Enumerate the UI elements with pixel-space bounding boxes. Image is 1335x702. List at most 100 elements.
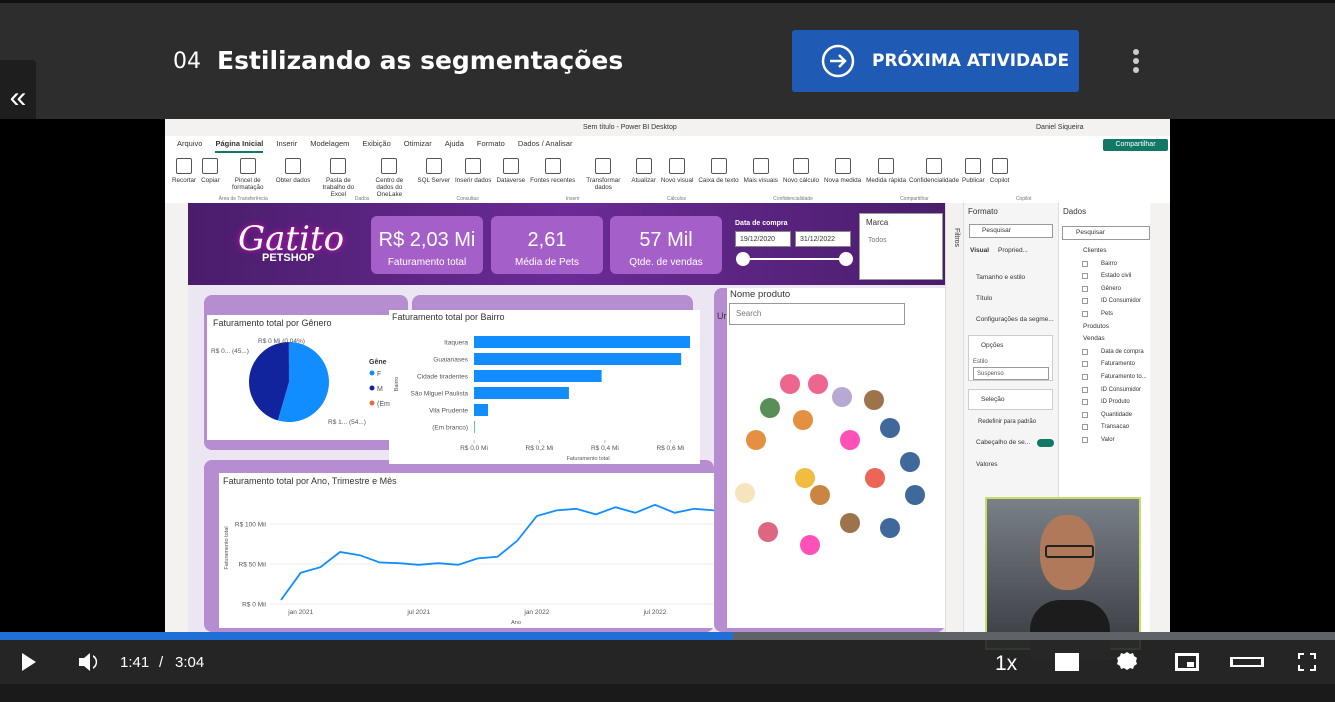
window-title: Sem título - Power BI Desktop <box>583 124 677 131</box>
format-section[interactable]: Tamanho e estilo <box>976 274 1026 281</box>
share-button[interactable]: Compartilhar <box>1103 139 1168 151</box>
format-section[interactable]: Valores <box>976 461 998 468</box>
checkbox <box>1082 273 1088 280</box>
ribbon-button[interactable]: SQL Server <box>417 158 450 184</box>
menu-dot <box>1133 58 1139 64</box>
selection-card <box>968 389 1053 410</box>
format-section[interactable]: Título <box>976 295 993 302</box>
speed-button[interactable]: 1x <box>995 652 1018 675</box>
date-slicer-title: Data de compra <box>735 220 788 227</box>
field-node[interactable]: Transacao <box>1101 424 1130 431</box>
checkbox <box>1082 424 1088 431</box>
webcam-head <box>1040 515 1095 590</box>
field-node[interactable]: ID Produto <box>1101 399 1130 406</box>
ribbon-tab[interactable]: Otimizar <box>403 139 432 148</box>
ribbon-button[interactable]: Transformar dados <box>580 158 626 191</box>
bottom-strip <box>0 684 1335 702</box>
ribbon-button[interactable]: Confidencialidade <box>909 158 959 184</box>
next-activity-button[interactable]: PRÓXIMA ATIVIDADE <box>792 30 1079 92</box>
ribbon-button[interactable]: Copilot <box>990 158 1010 184</box>
ribbon-button[interactable]: Pincel de formatação <box>225 158 271 191</box>
field-node[interactable]: Valor <box>1101 437 1115 443</box>
pane-tab[interactable]: Visual <box>970 247 990 254</box>
ribbon-button[interactable]: Medida rápida <box>866 158 906 184</box>
date-value: 19/12/2020 <box>740 236 776 243</box>
lesson-title: Estilizando as segmentações <box>217 46 624 75</box>
field-node[interactable]: ID Consumidor <box>1101 386 1142 393</box>
play-button[interactable] <box>22 653 36 671</box>
field-node[interactable]: Pets <box>1101 311 1114 317</box>
ribbon-tabs: Arquivo Página Inicial Inserir Modelagem Exi… <box>177 139 777 153</box>
field-node[interactable]: Faturamento to... <box>1101 374 1147 380</box>
left-rail <box>165 203 189 632</box>
ribbon-button[interactable]: Recortar <box>172 158 196 184</box>
ribbon-button[interactable]: Caixa de texto <box>698 158 738 184</box>
format-section[interactable]: Configurações da segme... <box>976 316 1054 323</box>
kpi-value: 2,61 <box>527 229 567 251</box>
ribbon-group-label: Dados <box>354 196 370 202</box>
range-handle <box>736 252 750 266</box>
field-label: Estilo <box>973 359 988 365</box>
table-node[interactable]: Produtos <box>1083 322 1110 330</box>
ribbon-button[interactable]: Obter dados <box>276 158 311 184</box>
field-node[interactable]: Bairro <box>1101 260 1118 267</box>
pip-button[interactable] <box>1175 653 1199 671</box>
field-node[interactable]: ID Consumidor <box>1101 298 1142 305</box>
date-value: 31/12/2022 <box>800 236 836 243</box>
checkbox <box>1082 298 1088 305</box>
format-section[interactable]: Cabeçalho de se... <box>976 439 1031 446</box>
table-node[interactable]: Clientes <box>1083 247 1107 254</box>
field-node[interactable]: Gênero <box>1101 285 1122 292</box>
fullscreen-button[interactable] <box>1298 653 1316 671</box>
time-separator: / <box>159 654 164 671</box>
brand-slicer <box>859 213 943 280</box>
ribbon-button[interactable]: Fontes recentes <box>530 158 575 184</box>
brand-slicer-value: Todos <box>868 237 887 244</box>
ribbon-tab[interactable]: Ajuda <box>444 139 464 148</box>
checkbox <box>1082 260 1088 267</box>
control-icons <box>22 652 1316 671</box>
reset-button[interactable]: Redefinir para padrão <box>978 419 1037 425</box>
ribbon-button[interactable]: Inserir dados <box>455 158 491 184</box>
lesson-number: 04 <box>173 49 201 74</box>
filters-label: Filtros <box>953 228 960 248</box>
ribbon-button[interactable]: Centro de dados do OneLake <box>366 158 412 198</box>
kpi-card <box>371 216 483 274</box>
checkbox <box>1082 411 1088 418</box>
ribbon-button[interactable]: Mais visuais <box>744 158 778 184</box>
ribbon-button[interactable]: Pasta de trabalho do Excel <box>315 158 361 198</box>
ribbon-tab[interactable]: Arquivo <box>177 139 203 148</box>
ribbon-tab[interactable]: Modelagem <box>310 139 350 148</box>
ribbon-tab[interactable]: Página Inicial <box>215 139 264 153</box>
ribbon-button[interactable]: Novo cálculo <box>783 158 819 184</box>
icon-arrow <box>830 54 847 68</box>
settings-button[interactable] <box>1117 652 1137 670</box>
ribbon-button[interactable]: Atualizar <box>631 158 656 184</box>
pane-tab[interactable]: Propried... <box>998 247 1028 254</box>
field-node[interactable]: Data de compra <box>1101 348 1144 355</box>
ribbon-tab[interactable]: Formato <box>476 139 505 148</box>
user-name: Daniel Siqueira <box>1036 124 1084 131</box>
ribbon-button[interactable]: Copiar <box>201 158 220 184</box>
ribbon-button[interactable]: Dataverse <box>496 158 525 184</box>
table-node[interactable]: Vendas <box>1083 335 1105 343</box>
checkbox <box>1082 361 1088 368</box>
next-activity-label: PRÓXIMA ATIVIDADE <box>872 51 1070 71</box>
progress-fill <box>0 632 733 640</box>
theater-button[interactable] <box>1230 657 1264 667</box>
ribbon-button[interactable]: Nova medida <box>824 158 861 184</box>
ribbon-tab[interactable]: Dados / Analisar <box>517 139 573 148</box>
kpi-label: Qtde. de vendas <box>629 257 703 268</box>
field-node[interactable]: Quantidade <box>1101 411 1133 418</box>
ribbon-button[interactable]: Novo visual <box>661 158 694 184</box>
captions-button[interactable] <box>1055 653 1079 671</box>
volume-button[interactable] <box>79 653 98 671</box>
format-subsection: Opções <box>981 342 1004 349</box>
field-node[interactable]: Estado civil <box>1101 273 1132 280</box>
ribbon-tab[interactable]: Inserir <box>276 139 298 148</box>
ribbon-tab[interactable]: Exibição <box>362 139 391 148</box>
field-node[interactable]: Faturamento <box>1101 361 1136 368</box>
ribbon-button[interactable]: Publicar <box>962 158 985 184</box>
date-input <box>735 231 791 247</box>
pie-visual <box>207 315 405 440</box>
